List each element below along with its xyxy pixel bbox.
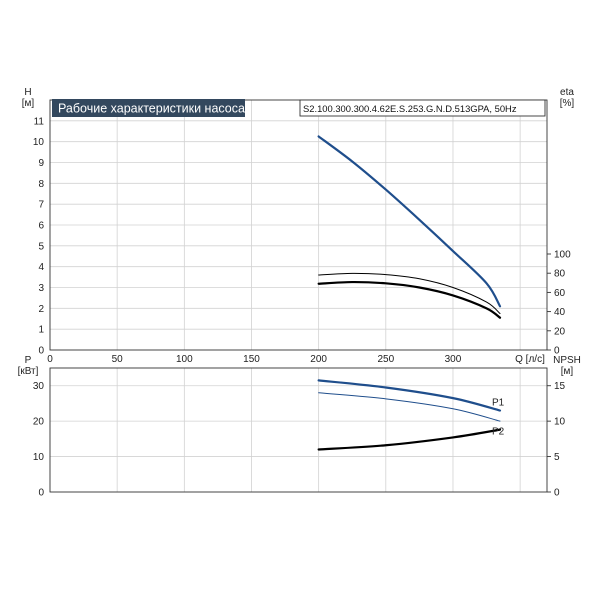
tick-label-right: 20 [554, 326, 566, 337]
tick-label-x: 50 [112, 354, 124, 365]
x-axis-label: Q [л/с] [515, 354, 545, 365]
tick-label-right: 0 [554, 488, 560, 499]
tick-label-left: 30 [33, 381, 45, 392]
tick-label-left: 7 [38, 200, 44, 211]
tick-label-right: 40 [554, 307, 566, 318]
series-line-0-0 [317, 135, 502, 308]
tick-label-left: 3 [38, 283, 44, 294]
plot-frame [49, 367, 548, 493]
tick-label-left: 6 [38, 221, 44, 232]
tick-label-x: 250 [377, 354, 394, 365]
y-axis-label-right: NPSH [м] [553, 355, 581, 377]
series-label-p1: P1 [492, 398, 505, 409]
tick-label-right: 5 [554, 452, 560, 463]
title-background [52, 99, 245, 117]
series-line-p2 [317, 428, 502, 451]
tick-label-right: 60 [554, 288, 566, 299]
series-line-0-2 [317, 280, 502, 319]
tick-label-left: 10 [33, 137, 45, 148]
title-box: Рабочие характеристики насоса [52, 99, 245, 117]
tick-label-x: 300 [445, 354, 462, 365]
y-axis-label-right: eta [%] [560, 87, 575, 109]
tick-label-right: 0 [554, 346, 560, 357]
tick-label-right: 80 [554, 269, 566, 280]
model-frame [299, 99, 546, 117]
tick-label-left: 1 [38, 325, 44, 336]
series-label-p2: P2 [492, 427, 505, 438]
tick-label-x: 150 [243, 354, 260, 365]
model-box: S2.100.300.300.4.62E.S.253.G.N.D.513GPA,… [299, 99, 546, 117]
y-axis-label-left: P [кВт] [18, 355, 39, 377]
series-line-1-1 [318, 392, 501, 422]
tick-label-right: 10 [554, 417, 566, 428]
tick-label-left: 11 [34, 116, 45, 127]
tick-label-left: 5 [38, 241, 44, 252]
tick-label-left: 10 [33, 452, 45, 463]
tick-label-left: 0 [38, 346, 44, 357]
tick-label-left: 4 [38, 262, 44, 273]
series-line-0-1 [318, 272, 501, 315]
model-name: S2.100.300.300.4.62E.S.253.G.N.D.513GPA,… [303, 103, 517, 114]
tick-label-x: 200 [310, 354, 327, 365]
y-axis-label-left: H [м] [22, 87, 35, 109]
tick-label-x: 100 [176, 354, 193, 365]
tick-label-left: 0 [38, 488, 44, 499]
tick-label-right: 100 [554, 250, 571, 261]
plot-frame [49, 99, 548, 351]
chart-title: Рабочие характеристики насоса [58, 102, 245, 116]
series-line-p1 [317, 379, 502, 412]
tick-label-right: 15 [554, 381, 566, 392]
tick-label-x: 0 [47, 354, 53, 365]
head-efficiency-panel: 0 1 2 3 4 5 6 7 8 9 10 11 0 50 100 150 200 250 300 Q [л/с] 0… [22, 87, 575, 365]
tick-label-left: 20 [33, 417, 45, 428]
tick-label-left: 2 [38, 304, 44, 315]
tick-label-left: 8 [38, 179, 44, 190]
tick-label-left: 9 [38, 158, 44, 169]
